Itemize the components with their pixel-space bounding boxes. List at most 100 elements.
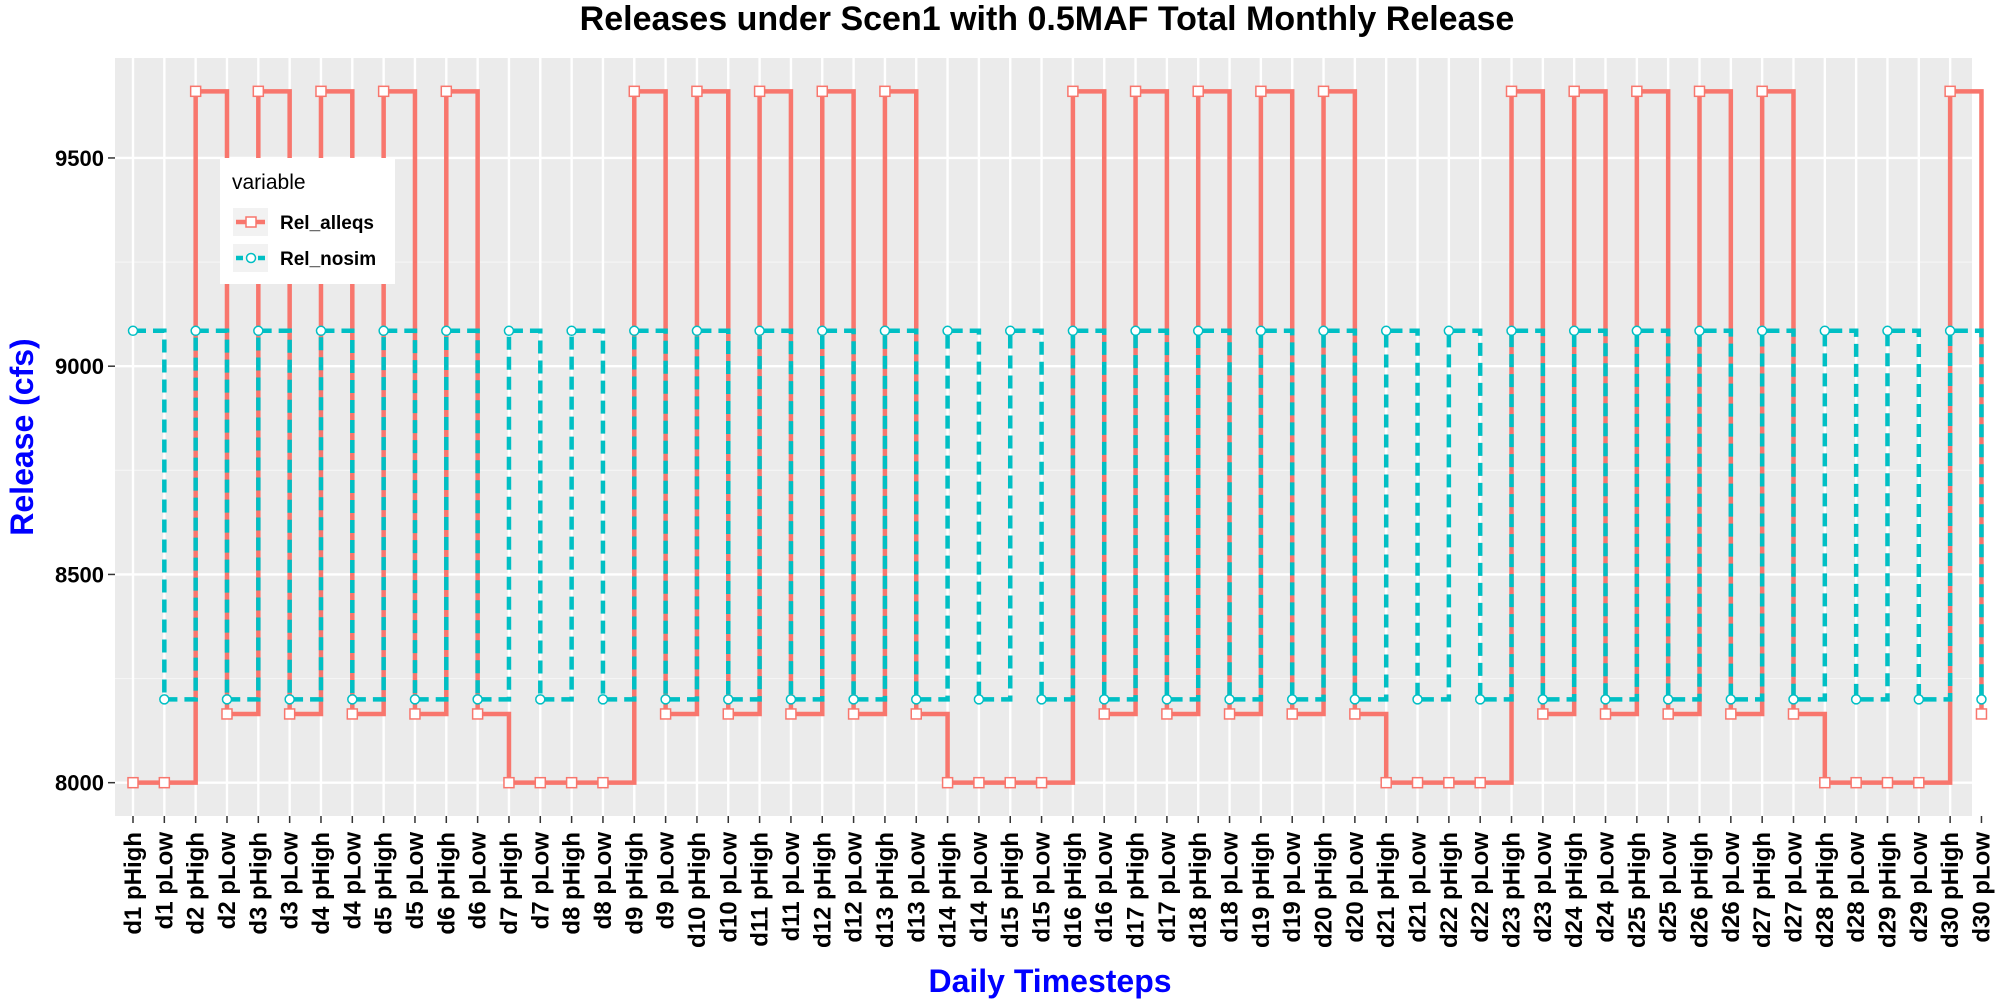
data-point bbox=[1161, 694, 1173, 705]
data-point bbox=[1600, 694, 1611, 705]
x-tick-label: d5 pHigh bbox=[371, 832, 398, 935]
x-tick-label: d21 pLow bbox=[1405, 832, 1432, 943]
data-point bbox=[1192, 85, 1204, 98]
x-tick-label: d15 pLow bbox=[1029, 832, 1056, 943]
legend-item: Rel_alleqs bbox=[233, 208, 374, 236]
data-point bbox=[847, 708, 860, 720]
data-point bbox=[1098, 708, 1110, 720]
data-point bbox=[785, 708, 797, 720]
y-tick-label: 9000 bbox=[55, 354, 104, 379]
x-tick-label: d15 pHigh bbox=[997, 832, 1024, 948]
x-tick-label: d2 pHigh bbox=[183, 832, 210, 935]
data-point bbox=[1224, 694, 1235, 705]
x-tick-label: d5 pLow bbox=[402, 832, 429, 930]
data-point bbox=[1411, 776, 1424, 789]
x-tick-label: d13 pLow bbox=[903, 832, 930, 943]
data-point bbox=[723, 694, 734, 705]
data-point bbox=[911, 694, 922, 705]
data-point bbox=[1881, 776, 1894, 789]
data-point bbox=[973, 694, 985, 705]
x-axis-ticks: d1 pHigh d1 pLow d2 pHigh d2 pLow d3 pHigh d3… bbox=[120, 816, 1995, 948]
data-point bbox=[127, 325, 139, 337]
data-point bbox=[159, 694, 170, 705]
data-point bbox=[1223, 708, 1236, 720]
data-point bbox=[1850, 776, 1862, 789]
x-tick-label: d3 pHigh bbox=[245, 832, 272, 935]
data-point bbox=[1756, 325, 1768, 337]
x-tick-label: d14 pHigh bbox=[935, 832, 962, 948]
x-tick-label: d29 pHigh bbox=[1874, 832, 1901, 948]
data-point bbox=[1693, 85, 1706, 98]
x-tick-label: d14 pLow bbox=[966, 832, 993, 943]
data-point bbox=[1412, 694, 1423, 705]
data-point bbox=[754, 325, 765, 337]
data-point bbox=[1913, 776, 1925, 789]
x-tick-label: d20 pLow bbox=[1342, 832, 1369, 943]
x-tick-label: d6 pHigh bbox=[433, 832, 460, 935]
data-point bbox=[346, 708, 359, 720]
legend-item: Rel_nosim bbox=[233, 244, 376, 272]
x-tick-label: d3 pLow bbox=[277, 832, 304, 930]
y-tick-label: 9500 bbox=[55, 146, 104, 171]
data-point bbox=[221, 708, 233, 720]
x-tick-label: d25 pHigh bbox=[1624, 832, 1651, 948]
data-point bbox=[1255, 85, 1267, 98]
x-tick-label: d8 pLow bbox=[590, 832, 617, 930]
data-point bbox=[1725, 694, 1737, 705]
x-tick-label: d28 pHigh bbox=[1812, 832, 1839, 948]
data-point bbox=[1036, 694, 1047, 705]
x-tick-label: d18 pLow bbox=[1217, 832, 1244, 943]
data-point bbox=[503, 776, 515, 789]
x-tick-label: d1 pLow bbox=[151, 832, 178, 930]
data-point bbox=[1443, 776, 1455, 789]
data-point bbox=[1537, 694, 1549, 705]
x-tick-label: d25 pLow bbox=[1655, 832, 1682, 943]
data-point bbox=[565, 776, 578, 789]
x-tick-label: d28 pLow bbox=[1843, 832, 1870, 943]
data-point bbox=[1944, 85, 1956, 98]
data-point bbox=[660, 694, 671, 705]
data-point bbox=[941, 776, 954, 789]
data-point bbox=[284, 694, 295, 705]
data-point bbox=[1631, 325, 1643, 337]
series-Rel_alleqs bbox=[127, 85, 1988, 789]
data-point bbox=[503, 325, 515, 337]
data-point bbox=[409, 694, 421, 705]
data-point bbox=[1349, 694, 1361, 705]
data-point bbox=[597, 776, 609, 789]
x-tick-label: d27 pLow bbox=[1780, 832, 1807, 943]
data-point bbox=[1819, 776, 1831, 789]
data-point bbox=[253, 325, 264, 337]
x-tick-label: d7 pHigh bbox=[496, 832, 523, 935]
data-point bbox=[1349, 708, 1361, 720]
data-point bbox=[691, 325, 703, 337]
data-point bbox=[1035, 776, 1048, 789]
x-tick-label: d9 pHigh bbox=[621, 832, 648, 935]
x-tick-label: d17 pLow bbox=[1154, 832, 1181, 943]
x-tick-label: d10 pLow bbox=[715, 832, 742, 943]
data-point bbox=[1599, 708, 1612, 720]
legend-key-marker bbox=[245, 252, 257, 264]
data-point bbox=[189, 85, 202, 98]
x-tick-label: d26 pLow bbox=[1718, 832, 1745, 943]
data-point bbox=[629, 325, 640, 337]
y-tick-label: 8500 bbox=[55, 562, 104, 587]
x-tick-label: d19 pHigh bbox=[1248, 832, 1275, 948]
data-point bbox=[190, 325, 201, 337]
x-tick-label: d9 pLow bbox=[653, 832, 680, 930]
data-point bbox=[1004, 325, 1016, 337]
data-point bbox=[1474, 694, 1486, 705]
series-layer bbox=[127, 85, 1988, 789]
data-point bbox=[1067, 85, 1079, 98]
data-point bbox=[1443, 325, 1455, 337]
data-point bbox=[1537, 708, 1549, 720]
y-tick-label: 8000 bbox=[55, 771, 104, 796]
y-axis-ticks: 8000 8500 9000 9500 bbox=[55, 146, 115, 796]
data-point bbox=[1882, 325, 1893, 337]
data-point bbox=[1098, 694, 1110, 705]
data-point bbox=[127, 776, 139, 789]
data-point bbox=[1819, 325, 1831, 337]
data-point bbox=[879, 325, 891, 337]
x-tick-label: d4 pLow bbox=[339, 832, 366, 930]
legend-key-marker bbox=[245, 216, 257, 228]
